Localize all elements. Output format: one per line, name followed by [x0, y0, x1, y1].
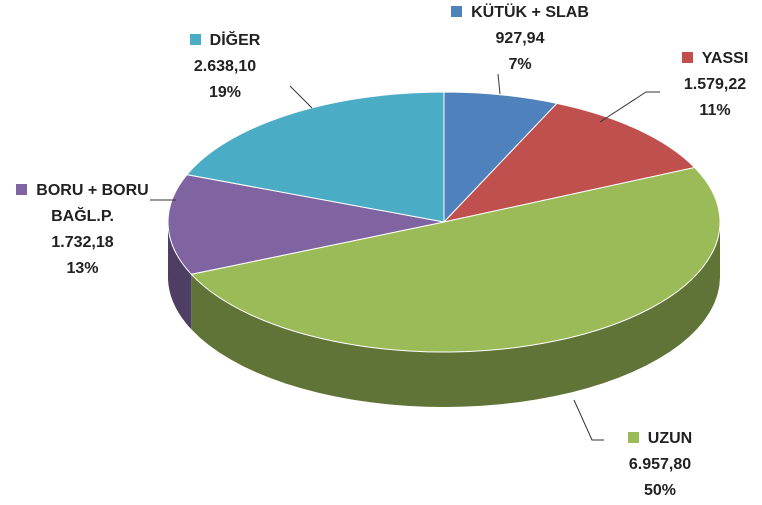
label-name-line: BORU + BORU BAĞL.P. — [0, 178, 165, 230]
percentage-label: 7% — [508, 56, 532, 73]
leader-line — [289, 85, 313, 109]
value-label: 1.579,22 — [683, 76, 747, 93]
slice — [167, 174, 445, 275]
legend-swatch — [451, 6, 463, 17]
data-label: DİĞER 2.638,10 19% — [150, 28, 300, 106]
data-label: UZUN 6.957,80 50% — [580, 426, 740, 504]
data-label: KÜTÜK + SLAB 927,94 7% — [440, 0, 600, 78]
percentage-label: 13% — [66, 260, 99, 277]
slice-side — [191, 222, 721, 407]
data-label: YASSI 1.579,22 11% — [640, 46, 762, 124]
legend-swatch — [627, 432, 639, 443]
legend-swatch — [16, 184, 28, 195]
category-label: DİĞER — [209, 32, 261, 49]
percentage-label: 50% — [643, 482, 677, 499]
slice — [443, 91, 558, 224]
legend-swatch — [189, 34, 201, 45]
category-label: BORU + BORU BAĞL.P. — [36, 182, 149, 225]
label-name-line: DİĞER — [150, 28, 300, 54]
category-label: UZUN — [647, 430, 693, 447]
slices — [167, 91, 721, 407]
slice — [442, 102, 696, 223]
slice — [190, 167, 721, 353]
label-name-line: YASSI — [640, 46, 762, 72]
leader-line — [573, 399, 604, 441]
label-name-line: KÜTÜK + SLAB — [440, 0, 600, 26]
slice — [186, 91, 445, 223]
data-label: BORU + BORU BAĞL.P. 1.732,18 13% — [0, 178, 165, 282]
percentage-label: 19% — [208, 84, 242, 101]
value-label: 6.957,80 — [628, 456, 692, 473]
leader-line — [599, 91, 660, 123]
value-label: 1.732,18 — [51, 234, 114, 251]
leader-lines — [150, 73, 660, 441]
legend-swatch — [681, 52, 693, 63]
value-label: 927,94 — [495, 30, 545, 47]
category-label: YASSI — [701, 50, 749, 67]
percentage-label: 11% — [699, 102, 731, 119]
leader-line — [497, 73, 501, 95]
category-label: KÜTÜK + SLAB — [471, 4, 589, 21]
value-label: 2.638,10 — [193, 58, 257, 75]
label-name-line: UZUN — [580, 426, 740, 452]
